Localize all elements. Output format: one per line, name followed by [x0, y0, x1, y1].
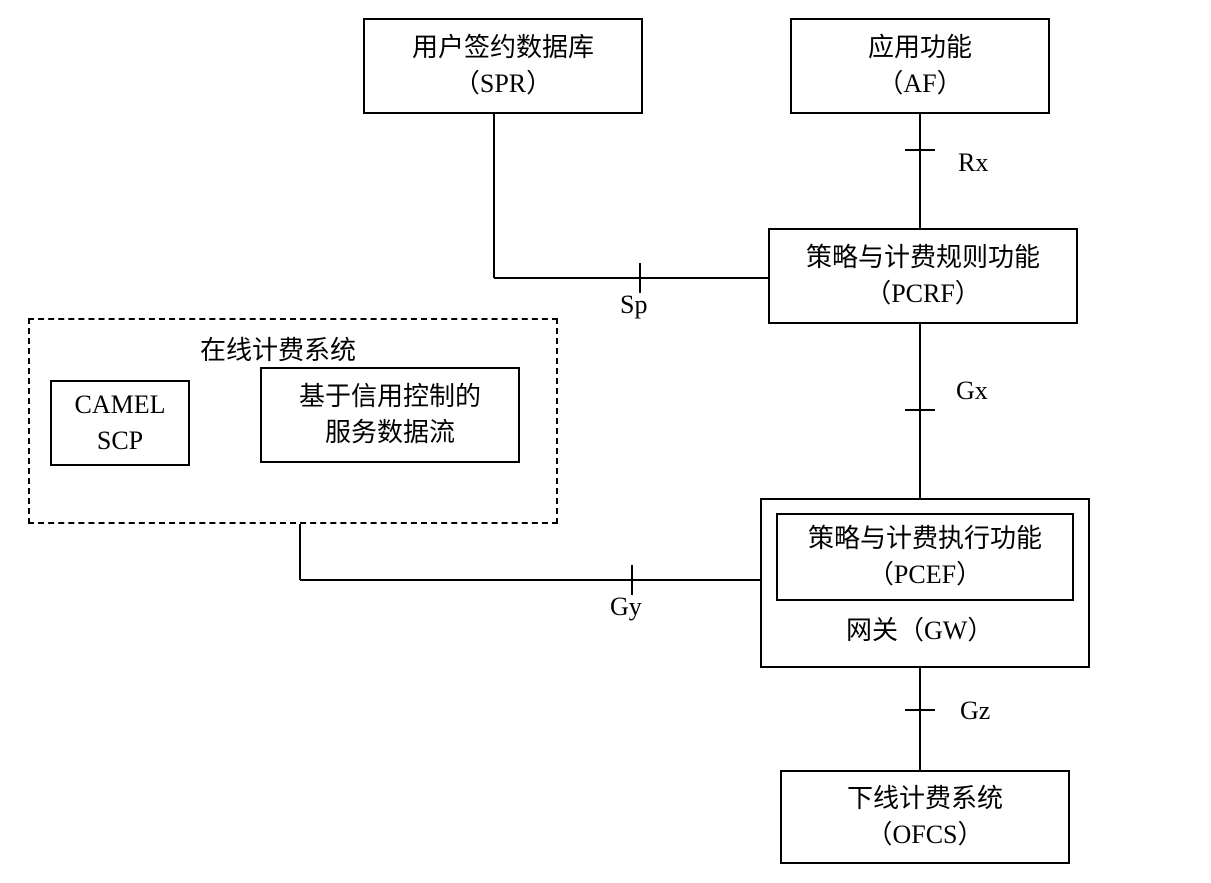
- node-sdf-line1: 基于信用控制的: [299, 379, 481, 415]
- edge-label-sp: Sp: [620, 292, 647, 318]
- node-spr-line2: （SPR）: [454, 66, 552, 102]
- diagram-canvas: 用户签约数据库 （SPR） 应用功能 （AF） 策略与计费规则功能 （PCRF）…: [0, 0, 1211, 883]
- node-af-line1: 应用功能: [868, 30, 972, 66]
- node-gw-label: 网关（GW）: [846, 618, 993, 644]
- node-pcef: 策略与计费执行功能 （PCEF）: [776, 513, 1074, 601]
- node-pcrf: 策略与计费规则功能 （PCRF）: [768, 228, 1078, 324]
- node-ofcs-line2: （OFCS）: [866, 817, 983, 853]
- node-camel-line1: CAMEL: [75, 387, 166, 423]
- node-spr: 用户签约数据库 （SPR）: [363, 18, 643, 114]
- node-pcef-line2: （PCEF）: [868, 557, 982, 593]
- node-ocs-title: 在线计费系统: [200, 330, 356, 367]
- node-sdf-line2: 服务数据流: [325, 415, 455, 451]
- node-pcef-line1: 策略与计费执行功能: [808, 521, 1042, 557]
- node-af: 应用功能 （AF）: [790, 18, 1050, 114]
- node-pcrf-line1: 策略与计费规则功能: [806, 240, 1040, 276]
- edge-label-gx: Gx: [956, 378, 988, 404]
- node-ofcs: 下线计费系统 （OFCS）: [780, 770, 1070, 864]
- edge-label-gz: Gz: [960, 698, 990, 724]
- node-sdf: 基于信用控制的 服务数据流: [260, 367, 520, 463]
- node-af-line2: （AF）: [877, 66, 962, 102]
- node-camel-line2: SCP: [97, 423, 143, 459]
- node-spr-line1: 用户签约数据库: [412, 30, 594, 66]
- node-ofcs-line1: 下线计费系统: [847, 781, 1003, 817]
- edge-label-rx: Rx: [958, 150, 988, 176]
- edge-label-gy: Gy: [610, 594, 642, 620]
- node-pcrf-line2: （PCRF）: [865, 276, 981, 312]
- node-camel-scp: CAMEL SCP: [50, 380, 190, 466]
